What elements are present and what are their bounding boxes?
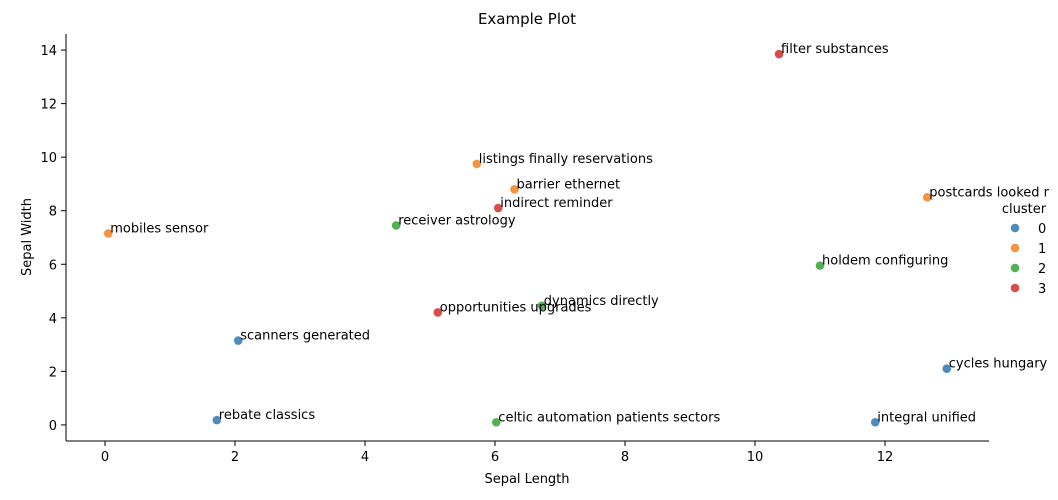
- point-label: receiver astrology: [398, 213, 516, 228]
- point-label: postcards looked r: [929, 185, 1049, 200]
- point-label: dynamics directly: [544, 294, 659, 309]
- x-ticks: 0 2 4 6 8 10 12: [101, 441, 893, 465]
- legend-label-cluster-0: 0: [1038, 222, 1046, 237]
- point-label: holdem configuring: [822, 254, 948, 269]
- plot-area: scanners generated cycles hungary rebate c…: [103, 42, 1050, 427]
- y-tick-label: 2: [49, 365, 57, 380]
- data-point-cluster-0: [870, 417, 880, 427]
- point-label: rebate classics: [219, 408, 316, 423]
- data-point-cluster-2: [391, 221, 401, 230]
- y-tick-label: 0: [49, 419, 57, 434]
- data-point-cluster-3: [493, 203, 503, 213]
- data-point-cluster-1: [510, 185, 519, 194]
- point-label: filter substances: [781, 42, 889, 57]
- x-tick-label: 2: [231, 450, 239, 465]
- point-label: mobiles sensor: [110, 221, 209, 236]
- point-label: celtic automation patients sectors: [498, 410, 720, 425]
- y-tick-label: 10: [40, 151, 57, 166]
- legend-label-cluster-3: 3: [1038, 282, 1046, 297]
- x-tick-label: 8: [621, 450, 629, 465]
- legend: cluster 0 1 2 3: [1002, 202, 1047, 297]
- legend-label-cluster-1: 1: [1038, 242, 1046, 257]
- x-tick-label: 4: [361, 450, 369, 465]
- x-tick-label: 10: [747, 450, 764, 465]
- point-label: barrier ethernet: [517, 177, 621, 192]
- legend-title: cluster: [1002, 202, 1047, 217]
- chart-title: Example Plot: [478, 10, 576, 28]
- x-tick-label: 12: [877, 450, 894, 465]
- x-tick-label: 6: [491, 450, 499, 465]
- point-label: opportunities upgrades: [440, 300, 592, 315]
- data-point-cluster-3: [433, 308, 443, 317]
- point-label: integral unified: [877, 410, 976, 425]
- y-tick-label: 14: [40, 44, 57, 59]
- y-ticks: 0 2 4 6 8 10 12 14: [40, 44, 66, 434]
- data-point-cluster-2: [537, 301, 547, 311]
- data-point-cluster-1: [103, 229, 113, 238]
- data-point-cluster-0: [233, 336, 243, 345]
- y-tick-label: 12: [40, 98, 57, 113]
- legend-marker-cluster-1: [1010, 243, 1020, 253]
- data-point-cluster-2: [815, 261, 825, 270]
- data-point-cluster-0: [942, 364, 952, 374]
- data-point-cluster-1: [922, 193, 932, 202]
- legend-marker-cluster-0: [1010, 223, 1020, 233]
- legend-marker-cluster-3: [1010, 283, 1020, 293]
- y-tick-label: 4: [49, 312, 57, 327]
- point-label: scanners generated: [240, 329, 370, 344]
- data-point-cluster-2: [492, 417, 501, 427]
- point-label: cycles hungary: [949, 357, 1048, 372]
- point-label: indirect reminder: [500, 196, 613, 211]
- data-point-cluster-1: [472, 159, 482, 169]
- legend-marker-cluster-2: [1010, 263, 1020, 273]
- x-axis-label: Sepal Length: [484, 472, 569, 487]
- data-point-cluster-0: [212, 415, 222, 425]
- data-point-cluster-3: [774, 49, 784, 59]
- y-tick-label: 6: [49, 258, 57, 273]
- y-tick-label: 8: [49, 205, 57, 220]
- x-tick-label: 0: [101, 450, 109, 465]
- legend-label-cluster-2: 2: [1038, 262, 1046, 277]
- y-axis-label: Sepal Width: [20, 198, 35, 276]
- point-label: listings finally reservations: [479, 152, 653, 167]
